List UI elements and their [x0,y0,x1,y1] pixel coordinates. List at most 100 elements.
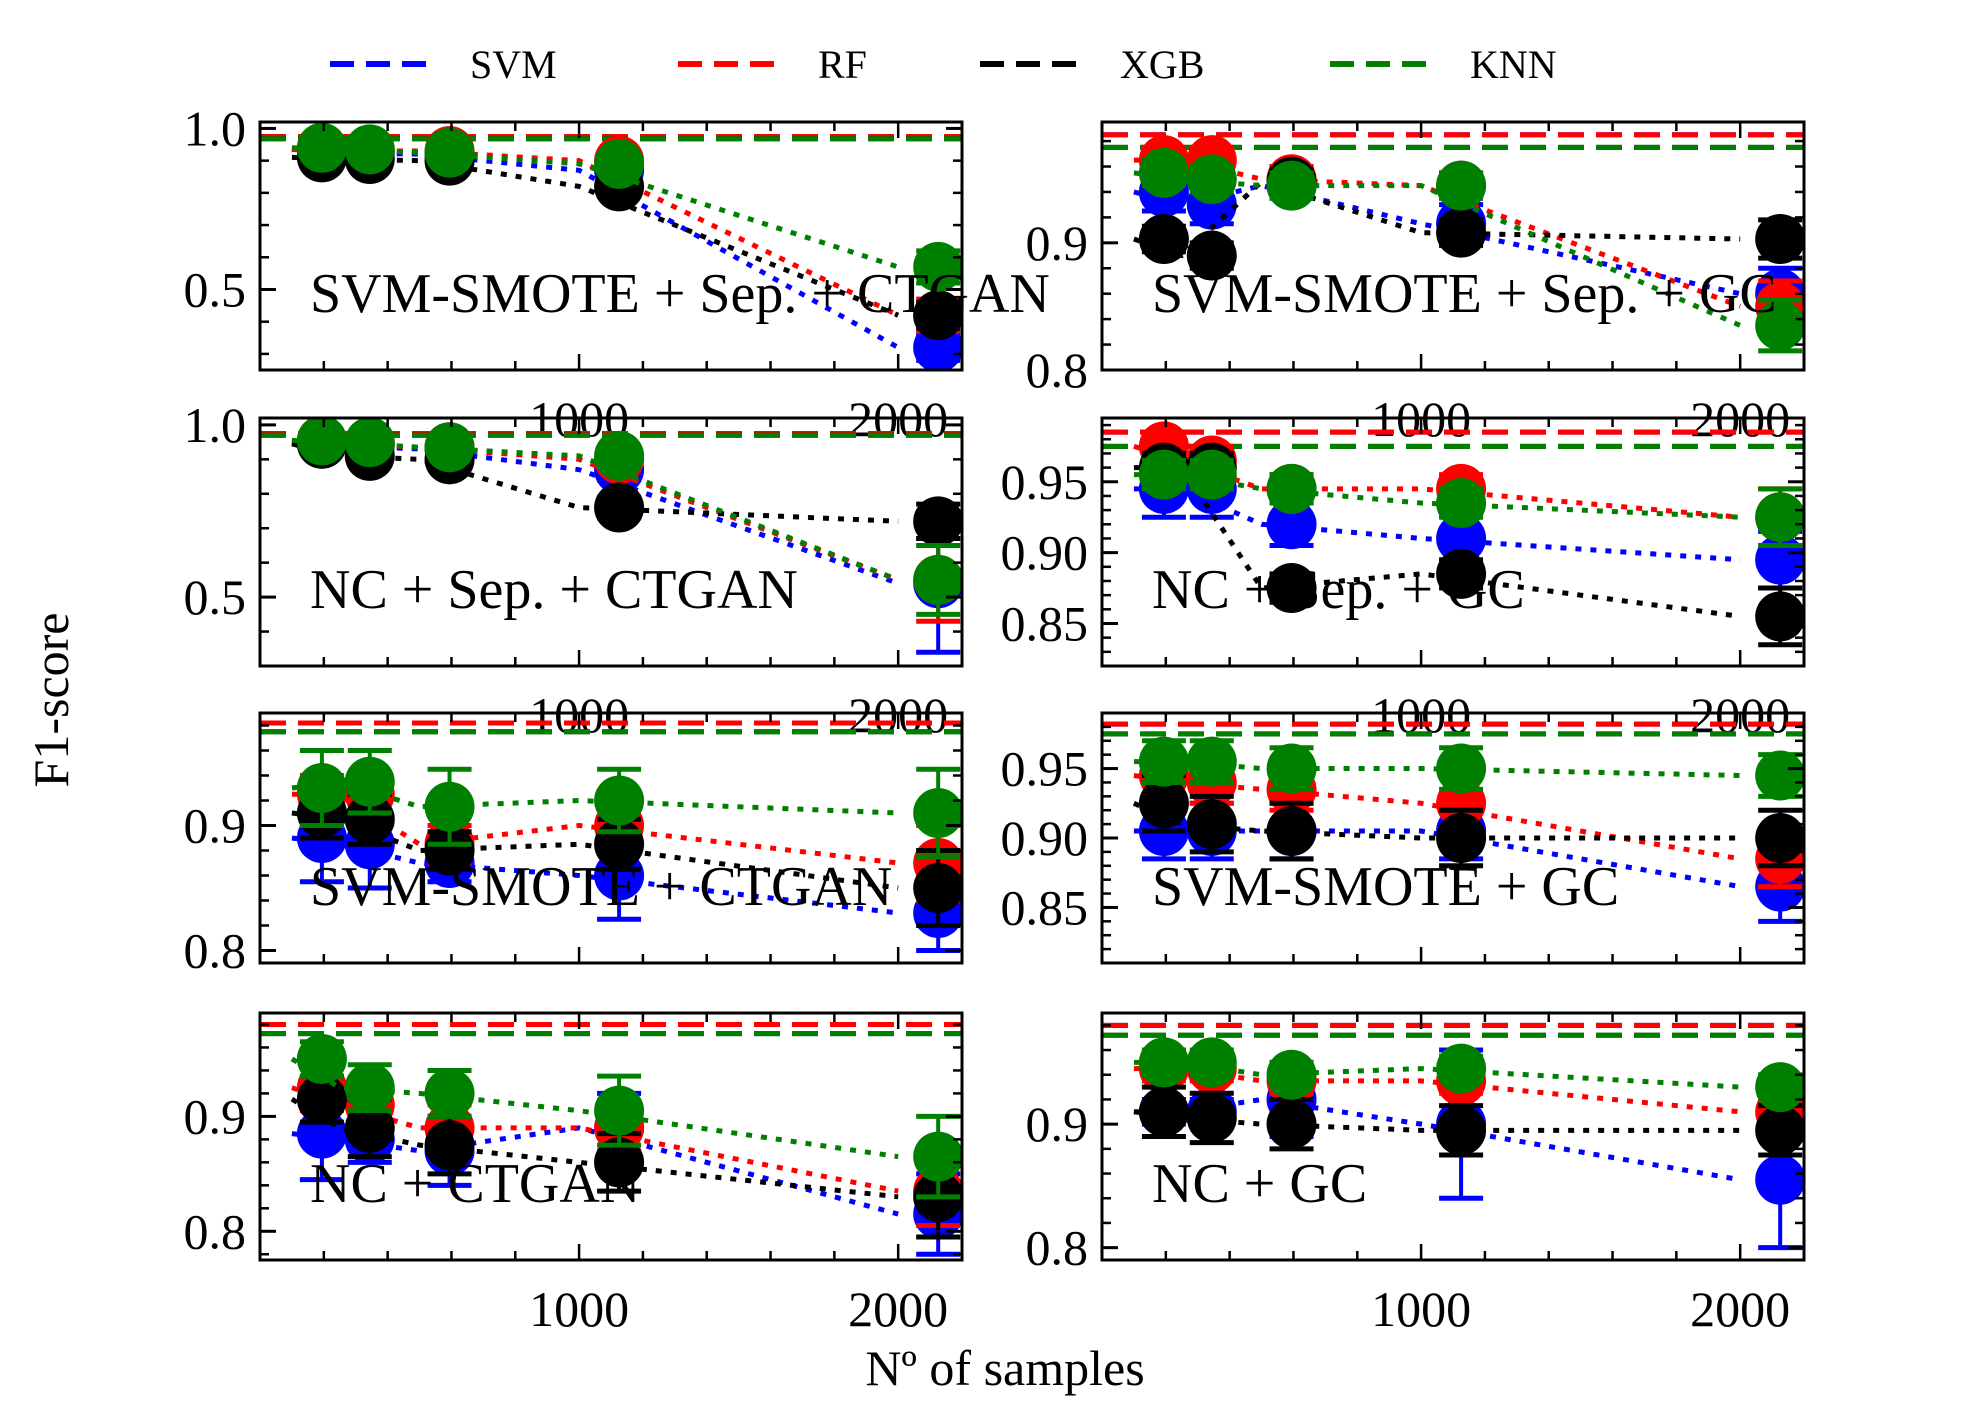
data-point [1186,449,1237,500]
subplot-5: 0.8 0.9 SVM-SMOTE + CTGAN [184,711,964,979]
data-point [913,290,962,341]
series-knn [291,418,962,617]
data-point [1138,1037,1189,1088]
data-point [344,124,395,175]
data-point [594,430,645,481]
subplot-7: 0.8 0.9 1000 2000 NC + CTGAN [184,1011,964,1337]
axes-frame [1100,416,1806,668]
data-point [296,1033,347,1084]
series-line [290,1056,899,1160]
y-tick-label: 0.8 [1026,1220,1089,1276]
data-point [1138,214,1189,265]
y-tick-label: 0.5 [184,261,247,317]
series-line [290,1097,899,1200]
data-point [1436,160,1487,211]
panel-label: SVM-SMOTE + Sep. + GC [1152,263,1777,325]
axes-frame [258,120,964,372]
panel-label: NC + GC [1152,1153,1367,1215]
plot-area [1102,421,1804,648]
panel-label: NC + CTGAN [310,1153,640,1215]
axes-frame [258,416,964,668]
data-point [1755,750,1804,801]
subplot-8: 0.8 0.9 1000 2000 NC + GC [1026,1011,1806,1337]
series-knn [290,1033,962,1200]
x-tick-label: 1000 [1371,1281,1471,1337]
data-point [1266,1049,1317,1100]
panel-label: SVM-SMOTE + GC [1152,856,1619,918]
legend-label: XGB [1120,42,1204,87]
data-point [1186,1092,1237,1143]
data-point [424,781,475,832]
data-point [1755,1062,1804,1113]
y-tick-label: 0.85 [1001,595,1089,651]
panel-label: SVM-SMOTE + Sep. + CTGAN [310,263,1050,325]
data-point [1436,207,1487,258]
data-point [1436,813,1487,863]
series-xgb [1133,1084,1804,1158]
data-point [344,1062,395,1113]
data-point [1266,1099,1317,1150]
data-point [296,418,347,466]
data-point [594,1085,645,1136]
data-point [913,863,962,913]
data-point [1186,154,1237,205]
x-axis-title: Nº of samples [865,1340,1144,1396]
data-point [1138,147,1189,198]
data-point [913,788,962,838]
y-tick-label: 0.90 [1001,525,1089,581]
legend-item-xgb: XGB [980,42,1204,87]
legend-label: RF [818,42,867,87]
panel-label: NC + Sep. + GC [1152,559,1525,621]
x-tick-label: 2000 [848,1281,948,1337]
data-point [1186,799,1237,850]
panel-label: SVM-SMOTE + CTGAN [310,856,892,918]
data-point [1266,499,1317,550]
data-point [1266,563,1317,614]
legend: SVM RF XGB KNN [330,42,1557,87]
data-point [424,1068,475,1119]
data-point [424,825,475,876]
legend-label: KNN [1470,42,1557,87]
data-point [1436,743,1487,794]
data-point [344,418,395,468]
data-point [594,1137,645,1188]
legend-label: SVM [470,42,557,87]
y-tick-label: 0.95 [1001,741,1089,797]
data-point [344,794,395,845]
data-point [1436,1043,1487,1094]
data-point [594,775,645,826]
data-point [1436,548,1487,599]
axes-frame [1100,1011,1806,1262]
subplot-6: 0.85 0.90 0.95 SVM-SMOTE + GC [1001,711,1806,965]
y-tick-label: 0.5 [184,569,247,625]
data-point [1186,230,1237,281]
y-tick-label: 0.8 [1026,342,1089,398]
y-tick-label: 0.9 [1026,215,1089,271]
data-point [1138,1086,1189,1137]
data-point [344,756,395,807]
data-point [594,482,645,533]
data-point [1138,736,1189,787]
y-tick-label: 0.8 [184,1203,247,1259]
data-point [913,496,962,547]
y-tick-label: 0.90 [1001,810,1089,866]
y-tick-label: 0.95 [1001,454,1089,510]
data-point [913,241,962,292]
y-tick-label: 0.9 [184,798,247,854]
plot-area [1102,721,1804,924]
legend-item-knn: KNN [1330,42,1557,87]
x-tick-label: 2000 [1690,1281,1790,1337]
data-point [913,1131,962,1182]
data-point [1755,300,1804,351]
y-tick-label: 0.9 [1026,1096,1089,1152]
data-point [913,554,962,605]
series-knn [1133,147,1804,354]
data-point [1266,160,1317,211]
data-point [1138,778,1189,829]
data-point [1755,813,1804,863]
data-point [344,1102,395,1153]
